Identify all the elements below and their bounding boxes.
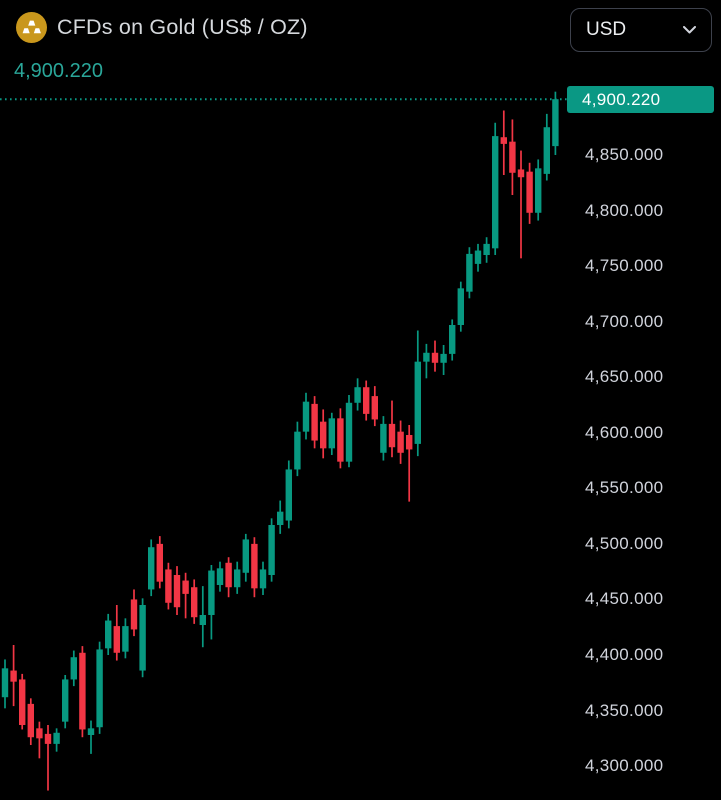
candle-body [337, 418, 344, 462]
candle-body [130, 599, 138, 630]
price-axis-label: 4,600.000 [585, 422, 664, 442]
candle-body [552, 99, 559, 147]
candle-body [251, 543, 258, 589]
candle-body [79, 652, 86, 730]
current-price-readout: 4,900.220 [14, 60, 103, 82]
candle-body [105, 620, 112, 649]
candle-body [543, 127, 550, 174]
currency-selector[interactable]: USD [570, 8, 712, 52]
candle-body [199, 614, 206, 625]
candle-body [457, 288, 464, 325]
candle-body [10, 670, 17, 682]
candle-body [165, 569, 172, 603]
candle-body [431, 352, 439, 363]
candle-body [148, 547, 155, 590]
candle-body [500, 137, 507, 144]
candle-body [535, 168, 542, 213]
candle-body [380, 423, 387, 453]
candle-body [208, 570, 215, 615]
candle-body [277, 511, 284, 525]
candle-body [1, 668, 9, 698]
candle-body [492, 136, 499, 249]
price-axis-label: 4,550.000 [585, 478, 664, 498]
candle-body [44, 733, 52, 744]
candle-body [96, 649, 103, 728]
candle-body [259, 569, 267, 589]
candle-body [36, 728, 43, 739]
price-axis-label: 4,800.000 [585, 200, 664, 220]
candle-body [113, 626, 120, 653]
candle-body [509, 141, 516, 173]
currency-value: USD [586, 19, 627, 40]
candle-body [19, 679, 26, 725]
candle-body [354, 387, 361, 403]
candle-body [526, 171, 533, 213]
candle-body [225, 562, 232, 588]
candle-body [191, 587, 198, 618]
candle-body [182, 580, 189, 594]
candle-body [414, 361, 421, 444]
candle-body [70, 657, 77, 680]
candle-body [173, 574, 181, 608]
price-axis-label: 4,500.000 [585, 533, 664, 553]
candle-body [363, 387, 370, 414]
candle-body [302, 401, 310, 432]
candle-body [62, 679, 69, 722]
symbol-title: CFDs on Gold (US$ / OZ) [57, 15, 308, 39]
candle-body [53, 732, 60, 744]
candle-body [397, 431, 404, 453]
price-axis-label: 4,400.000 [585, 644, 664, 664]
candle-body [483, 243, 490, 255]
candle-body [268, 524, 275, 575]
candle-body [328, 418, 335, 449]
candle-body [320, 421, 327, 449]
candle-body [27, 703, 34, 738]
candle-body [466, 253, 473, 292]
price-axis-label: 4,700.000 [585, 311, 664, 331]
candle-body [311, 403, 318, 441]
candle-body [517, 169, 525, 178]
header: CFDs on Gold (US$ / OZ) [16, 12, 308, 43]
price-axis-label: 4,300.000 [585, 756, 664, 776]
candle-body [294, 431, 301, 470]
candle-body [242, 539, 249, 573]
candle-body [156, 543, 163, 582]
candle-body [87, 728, 95, 735]
chevron-down-icon [683, 26, 696, 34]
gold-bars-icon [16, 12, 47, 43]
price-axis-label: 4,750.000 [585, 256, 664, 276]
candle-body [388, 423, 396, 448]
candle-body [285, 469, 292, 521]
candle-body [345, 402, 353, 462]
price-axis-label: 4,850.000 [585, 145, 664, 164]
price-axis-label: 4,450.000 [585, 589, 664, 609]
candle-body [406, 434, 413, 450]
price-axis-label: 4,350.000 [585, 700, 664, 720]
current-price-tag: 4,900.220 [567, 86, 714, 113]
gold-bars-glyph [22, 20, 41, 34]
candle-body [234, 569, 241, 588]
price-axis-label: 4,650.000 [585, 367, 664, 387]
candle-body [371, 396, 378, 420]
candle-body [122, 626, 129, 652]
candle-body [474, 250, 482, 264]
candle-body [216, 568, 224, 585]
candle-body [449, 324, 456, 354]
candle-body [139, 604, 146, 671]
candle-body [423, 352, 430, 362]
candle-body [440, 353, 447, 363]
